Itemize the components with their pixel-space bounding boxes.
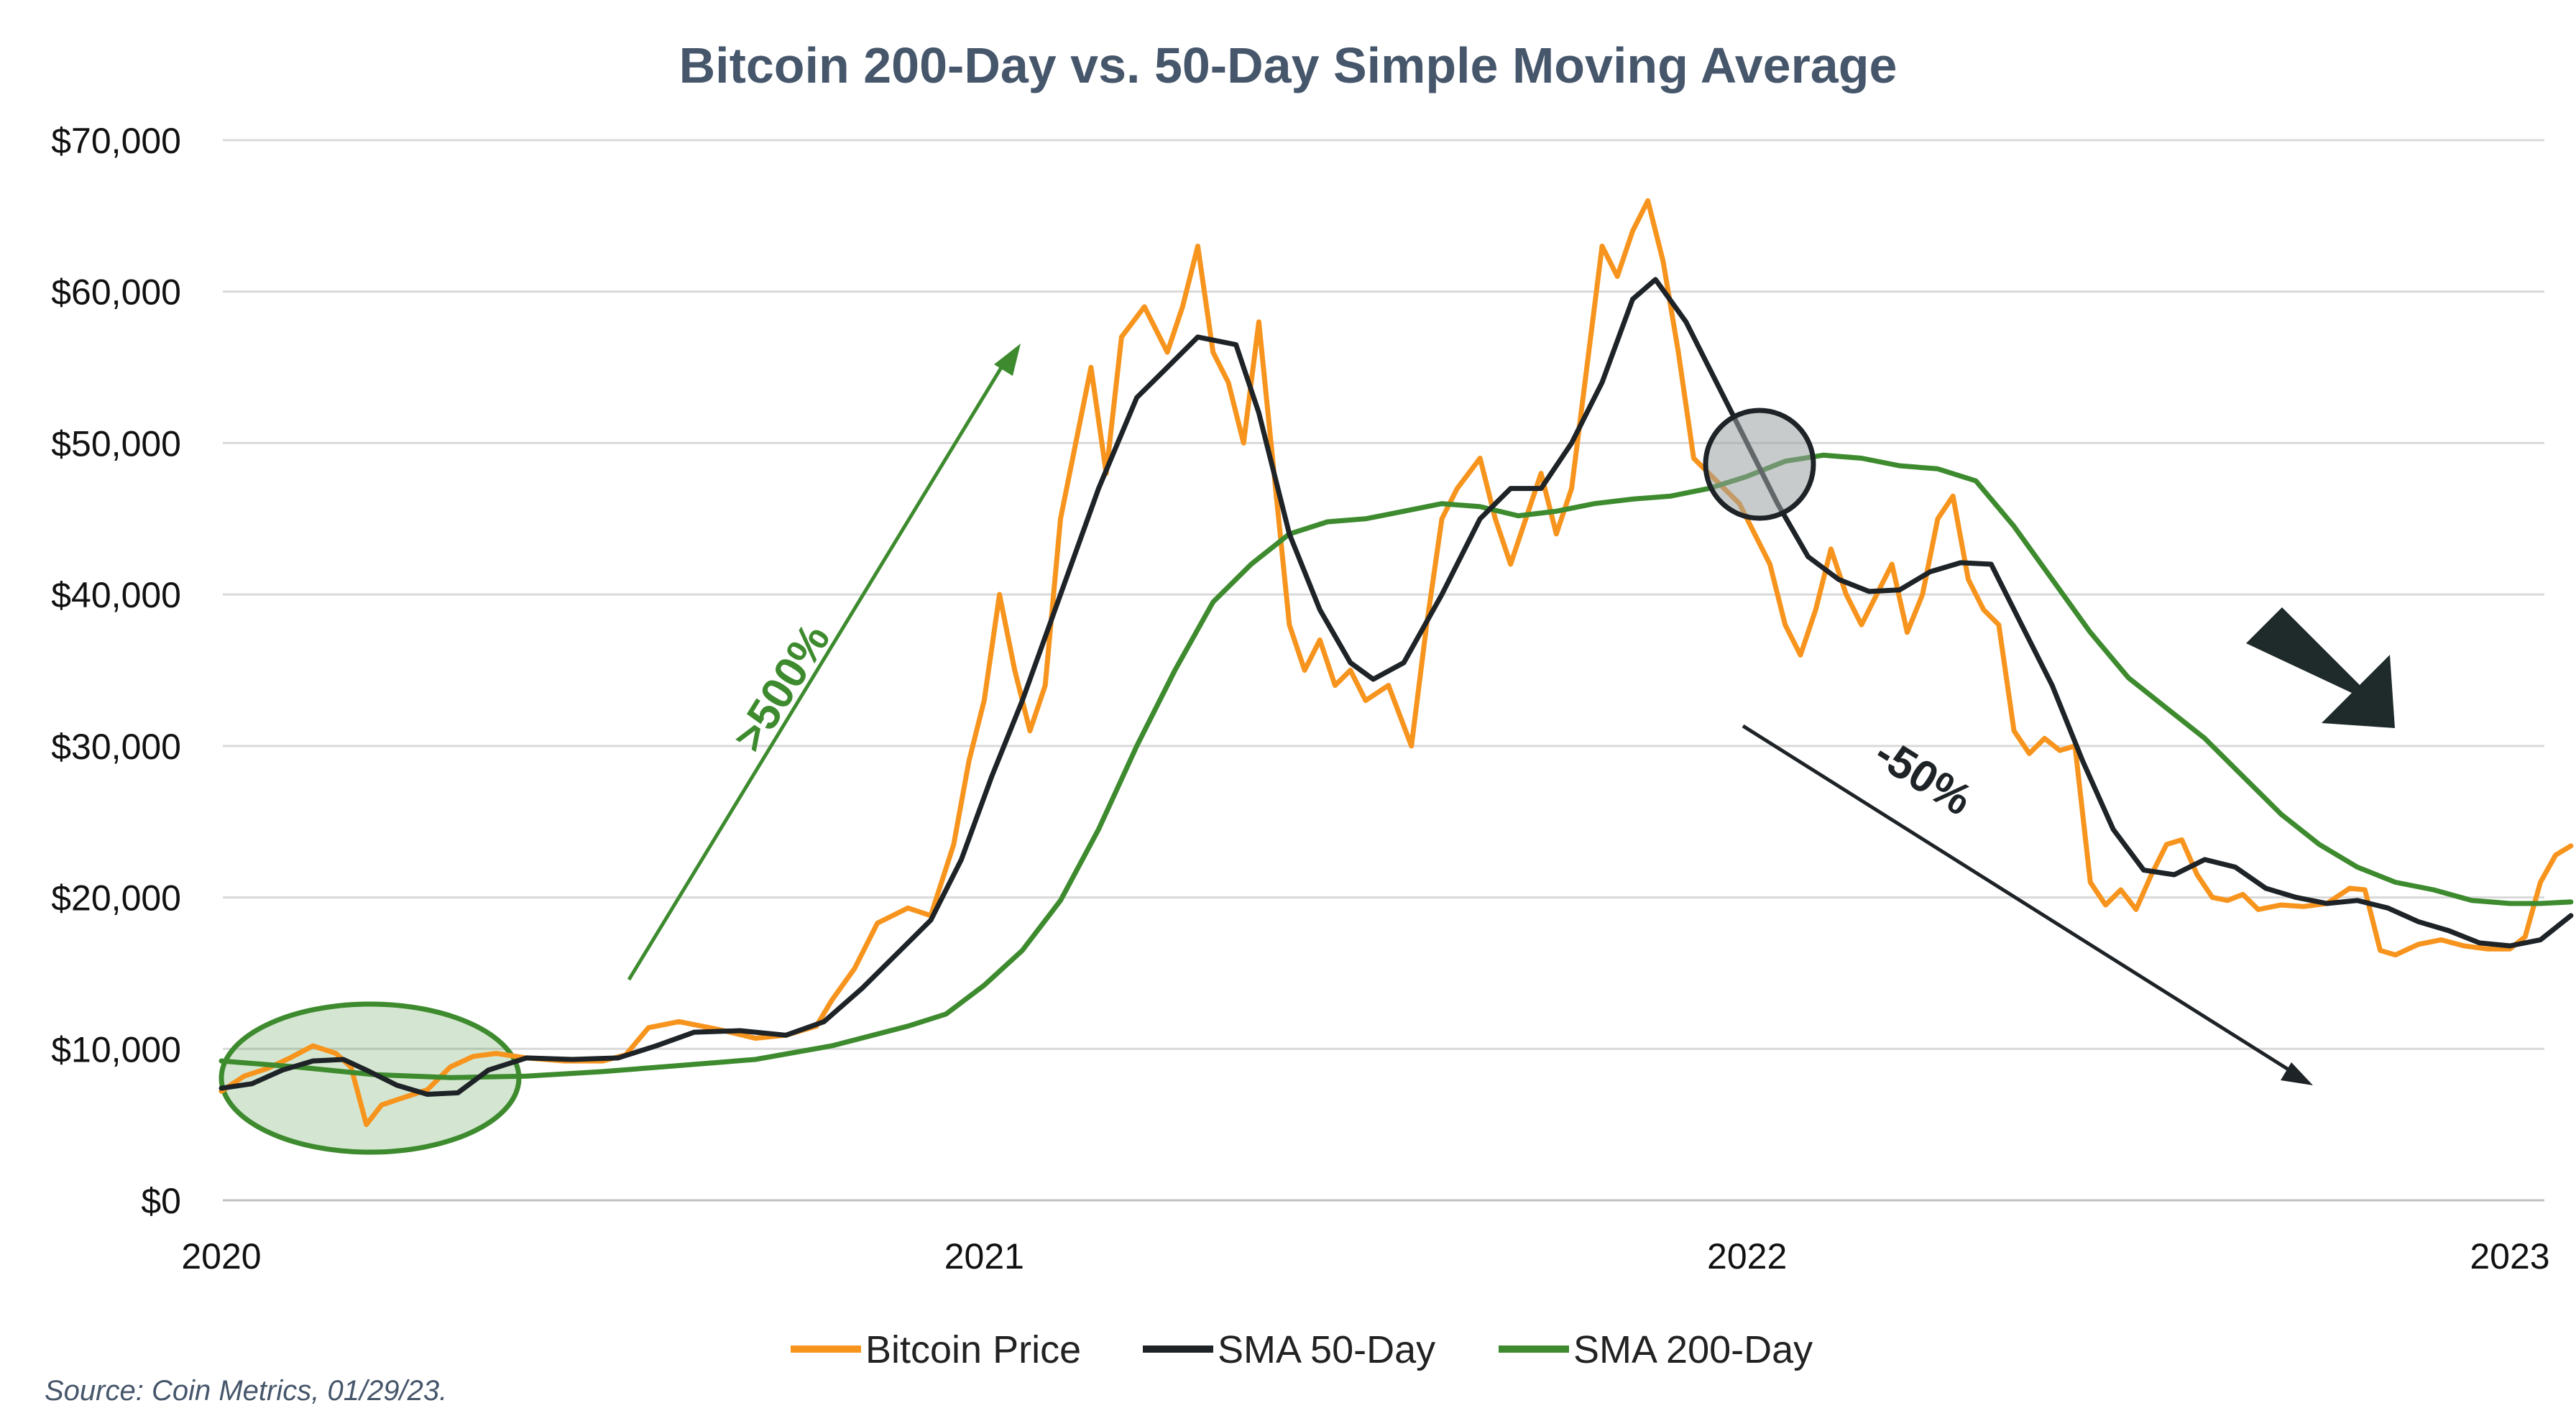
gridlines: [223, 139, 2544, 1202]
chart-title: Bitcoin 200-Day vs. 50-Day Simple Moving…: [679, 37, 1898, 93]
x-tick-label: 2022: [1707, 1236, 1787, 1276]
series-line-bitcoin-price: [218, 198, 2574, 1128]
x-tick-label: 2021: [944, 1236, 1024, 1276]
source-note: Source: Coin Metrics, 01/29/23.: [45, 1375, 447, 1407]
series-lines: [218, 198, 2574, 1128]
y-tick-label: $20,000: [51, 878, 181, 919]
legend-label-sma-200: SMA 200-Day: [1573, 1328, 1813, 1371]
up-trend-arrowhead: [994, 344, 1021, 376]
down-trend-label: -50%: [1866, 728, 1980, 825]
legend-item-bitcoin-price: Bitcoin Price: [791, 1328, 1081, 1371]
y-axis-ticks: $0 $10,000 $20,000 $30,000 $40,000 $50,000 $60…: [51, 121, 181, 1221]
y-tick-label: $30,000: [51, 727, 181, 767]
legend-item-sma-50: SMA 50-Day: [1143, 1328, 1435, 1371]
up-trend-label: >500%: [724, 615, 840, 760]
y-tick-label: $70,000: [51, 121, 181, 161]
legend: Bitcoin Price SMA 50-Day SMA 200-Day: [791, 1328, 1813, 1371]
legend-label-sma-50: SMA 50-Day: [1218, 1328, 1435, 1371]
big-down-arrow-icon: [2246, 607, 2395, 728]
crossover-circle: [1703, 408, 1816, 521]
y-tick-label: $40,000: [51, 575, 181, 615]
x-tick-label: 2020: [181, 1236, 261, 1276]
legend-item-sma-200: SMA 200-Day: [1499, 1328, 1813, 1371]
y-tick-label: $0: [141, 1181, 181, 1221]
legend-label-bitcoin-price: Bitcoin Price: [865, 1328, 1081, 1371]
y-tick-label: $10,000: [51, 1029, 181, 1070]
down-trend-arrowhead: [2281, 1062, 2313, 1085]
x-axis-ticks: 2020 2021 2022 2023: [181, 1236, 2549, 1276]
y-tick-label: $60,000: [51, 272, 181, 313]
x-tick-label: 2023: [2470, 1236, 2549, 1276]
series-line-sma-50-day: [218, 277, 2574, 1097]
up-trend-arrow: [627, 358, 1008, 981]
down-trend-arrow: [1742, 724, 2298, 1077]
series-line-sma-200-day: [218, 452, 2574, 1080]
y-tick-label: $50,000: [51, 423, 181, 464]
